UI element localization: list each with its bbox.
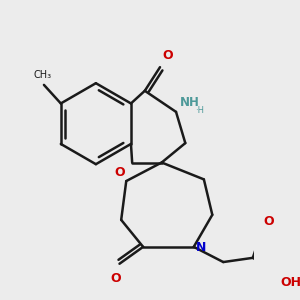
Text: N: N — [196, 241, 207, 254]
Text: ·H: ·H — [195, 106, 204, 115]
Text: OH: OH — [280, 276, 300, 289]
Text: O: O — [115, 166, 125, 179]
Text: O: O — [111, 272, 122, 285]
Text: NH: NH — [180, 95, 200, 109]
Text: O: O — [163, 49, 173, 62]
Text: O: O — [264, 215, 274, 228]
Text: CH₃: CH₃ — [33, 70, 51, 80]
